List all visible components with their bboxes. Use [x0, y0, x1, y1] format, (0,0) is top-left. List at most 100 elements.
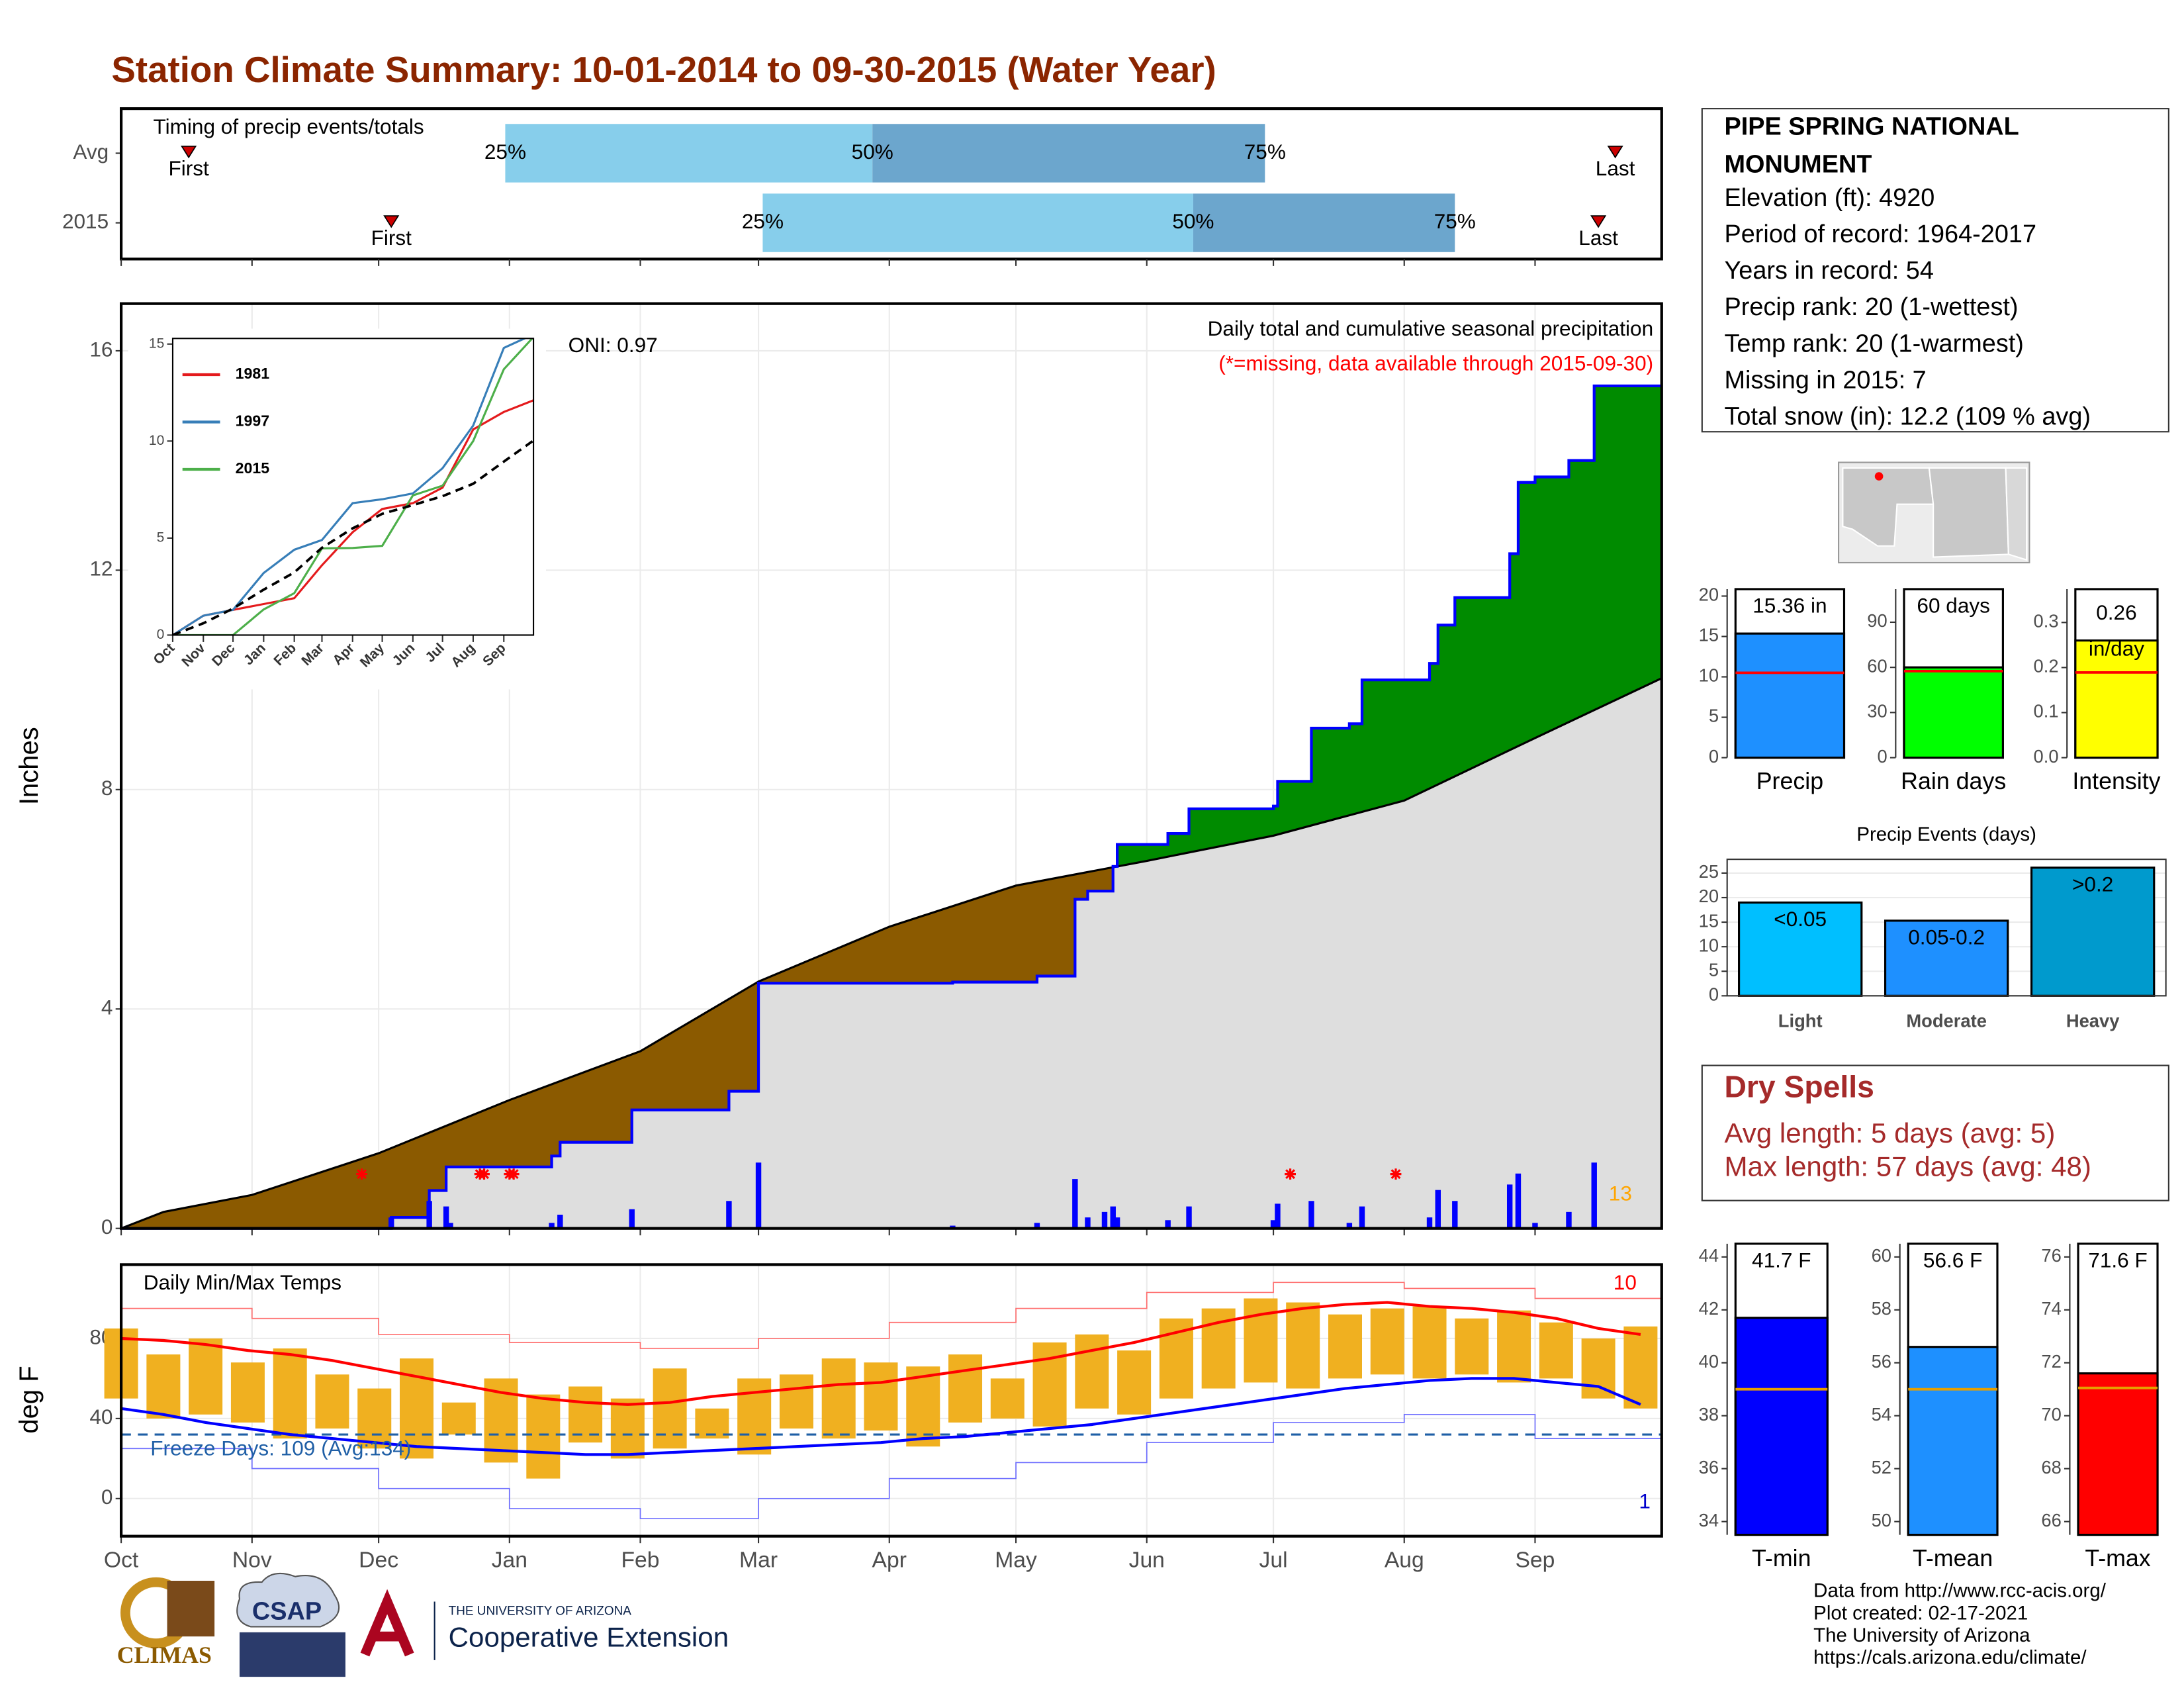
x-tick-label: Nov [232, 1548, 272, 1572]
footer-line: The University of Arizona [1813, 1624, 2030, 1646]
footer-line: https://cals.arizona.edu/climate/ [1813, 1647, 2087, 1669]
daily-bar [1435, 1190, 1441, 1229]
y-tick-label: 38 [1699, 1404, 1719, 1425]
y-axis-title: deg F [15, 1366, 44, 1433]
quartile-label: 25% [484, 140, 526, 164]
y-tick-label: 5 [1709, 706, 1719, 726]
station-name: MONUMENT [1724, 150, 1872, 178]
y-tick-label: 25 [1699, 861, 1719, 882]
y-tick-label: 0.2 [2034, 656, 2059, 677]
timing-marker [1607, 146, 1623, 159]
daily-bar [1165, 1220, 1171, 1229]
inset-background [128, 328, 547, 690]
y-tick-label: 90 [1867, 610, 1887, 631]
y-tick-label: 15 [1699, 625, 1719, 645]
category-label: Moderate [1906, 1011, 1987, 1031]
csap-logo: CSAP [252, 1597, 322, 1625]
bin-label: <0.05 [1774, 907, 1827, 931]
y-tick-label: 0 [1709, 984, 1719, 1005]
record-high-count: 10 [1614, 1270, 1637, 1294]
temp-range-bar [1244, 1298, 1278, 1383]
temp-range-bar [230, 1362, 265, 1423]
average-temp-line [120, 1377, 1641, 1456]
quartile-bar [872, 124, 1265, 183]
y-tick-label: 0 [1709, 746, 1719, 767]
daily-bar [1270, 1220, 1277, 1229]
legend-label: 1997 [236, 412, 269, 430]
daily-bar [1532, 1223, 1538, 1229]
quartile-bar [762, 193, 1193, 252]
bar [1903, 666, 2004, 759]
chart-title: Precip Events (days) [1856, 823, 2036, 845]
daily-bar [1566, 1211, 1572, 1229]
ua-a [360, 1589, 414, 1657]
daily-bar [1110, 1206, 1116, 1229]
timing-label: Last [1578, 226, 1618, 250]
y-tick-label: 66 [2041, 1510, 2061, 1530]
quartile-label: 25% [742, 209, 784, 233]
y-tick-label: 0.1 [2034, 701, 2059, 722]
temp-range-bar [737, 1378, 772, 1455]
y-tick-label: 30 [1867, 701, 1887, 722]
chart-title: Daily total and cumulative seasonal prec… [1208, 316, 1653, 340]
daily-bar [388, 1217, 394, 1229]
temp-range-bar [1623, 1326, 1658, 1409]
temp-range-bar [315, 1374, 349, 1429]
temp-range-bar [1117, 1350, 1152, 1415]
quartile-label: 75% [1434, 209, 1476, 233]
missing-marker [508, 1168, 520, 1180]
category-label: T-mean [1913, 1545, 1993, 1571]
temp-range-bar [779, 1374, 813, 1429]
daily-bar [1101, 1211, 1108, 1229]
legend-label: 1981 [236, 365, 270, 382]
y-tick-label: 70 [2041, 1404, 2061, 1425]
bar [1734, 632, 1846, 759]
category-label: Intensity [2072, 768, 2160, 794]
category-label: Heavy [2066, 1011, 2120, 1031]
timing-label: Last [1596, 156, 1635, 180]
x-tick-label: Jul [1259, 1548, 1288, 1572]
y-tick-label: 68 [2041, 1457, 2061, 1477]
series-line [172, 439, 534, 635]
station-line: Period of record: 1964-2017 [1724, 220, 2036, 248]
y-tick-label: 10 [1699, 935, 1719, 955]
temp-range-bar [1455, 1318, 1489, 1375]
bar [1884, 919, 2009, 997]
temp-range-bar [1328, 1314, 1362, 1379]
bin-label: >0.2 [2072, 872, 2113, 896]
daily-bar [1359, 1206, 1365, 1229]
y-tick-label: 20 [1699, 585, 1719, 605]
daily-bar [1452, 1201, 1458, 1229]
y-tick-label: 0 [1878, 746, 1888, 767]
daily-bar [1426, 1217, 1433, 1229]
x-tick-label: Aug [1385, 1548, 1424, 1572]
chart-subtitle: (*=missing, data available through 2015-… [1218, 352, 1653, 375]
value-label: 56.6 F [1923, 1248, 1982, 1272]
temp-range-bar [864, 1362, 898, 1431]
category-label: 2015 [62, 209, 109, 233]
temp-range-bar [1075, 1334, 1109, 1409]
panel-title: Timing of precip events/totals [154, 115, 424, 138]
y-tick-label: 0 [101, 1485, 113, 1509]
x-tick-label: Jan [492, 1548, 527, 1572]
daily-bar [1186, 1206, 1192, 1229]
x-tick-label: Dec [359, 1548, 398, 1572]
y-tick-label: 15 [149, 336, 164, 351]
temp-range-bar [948, 1354, 983, 1423]
y-tick-label: 12 [89, 557, 113, 581]
dry-spells-title: Dry Spells [1724, 1070, 1874, 1104]
bar [2030, 867, 2156, 997]
ua-logo: THE UNIVERSITY OF ARIZONA [449, 1604, 632, 1618]
x-tick-label: Mar [739, 1548, 778, 1572]
bar [1734, 1317, 1829, 1536]
daily-bar [549, 1223, 555, 1229]
y-tick-label: 42 [1699, 1298, 1719, 1319]
average-line [120, 677, 1662, 1230]
daily-bar [1506, 1184, 1513, 1229]
station-line: Years in record: 54 [1724, 257, 1933, 285]
daily-bar [726, 1201, 732, 1229]
temp-range-bar [906, 1366, 940, 1447]
bar [2077, 1372, 2159, 1536]
y-tick-label: 36 [1699, 1457, 1719, 1477]
temp-range-bar [1581, 1338, 1615, 1399]
